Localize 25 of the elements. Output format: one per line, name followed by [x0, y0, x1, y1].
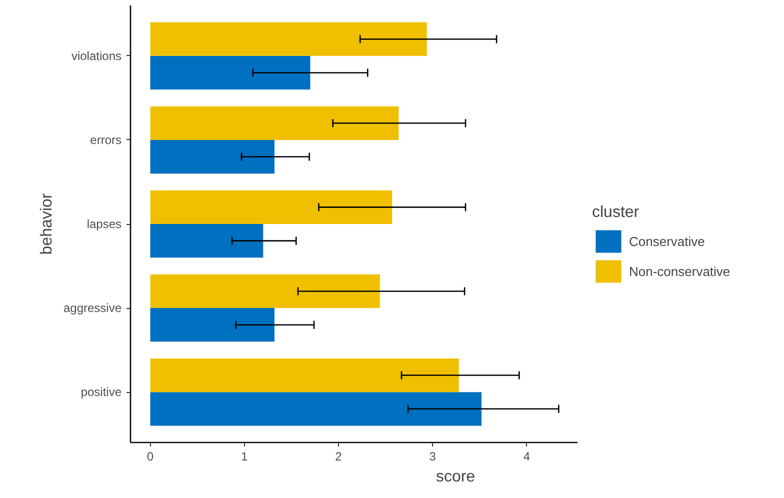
bar [150, 22, 427, 56]
bar [150, 358, 459, 392]
bar [150, 224, 264, 258]
x-tick-label: 3 [429, 450, 436, 464]
y-tick-label: aggressive [63, 301, 122, 316]
x-tick-label: 0 [146, 450, 154, 464]
bar [150, 106, 399, 140]
y-tick-label: lapses [86, 217, 122, 231]
bar [150, 140, 274, 174]
bar [150, 392, 482, 426]
x-axis-title: score [436, 468, 476, 486]
bar [150, 56, 310, 90]
x-tick-label: 2 [335, 450, 342, 464]
legend-title: cluster [592, 204, 640, 222]
y-axis-title: behavior [38, 192, 56, 255]
bar [150, 190, 392, 224]
legend-label: Conservative [629, 234, 705, 248]
x-tick-label: 4 [523, 450, 530, 464]
bar [150, 274, 380, 308]
y-tick-label: positive [80, 385, 122, 400]
y-tick-label: violations [71, 48, 122, 63]
legend-label: Non-conservative [629, 264, 730, 278]
y-tick-label: errors [90, 132, 122, 147]
bar [150, 308, 274, 342]
x-tick-label: 1 [241, 450, 248, 464]
